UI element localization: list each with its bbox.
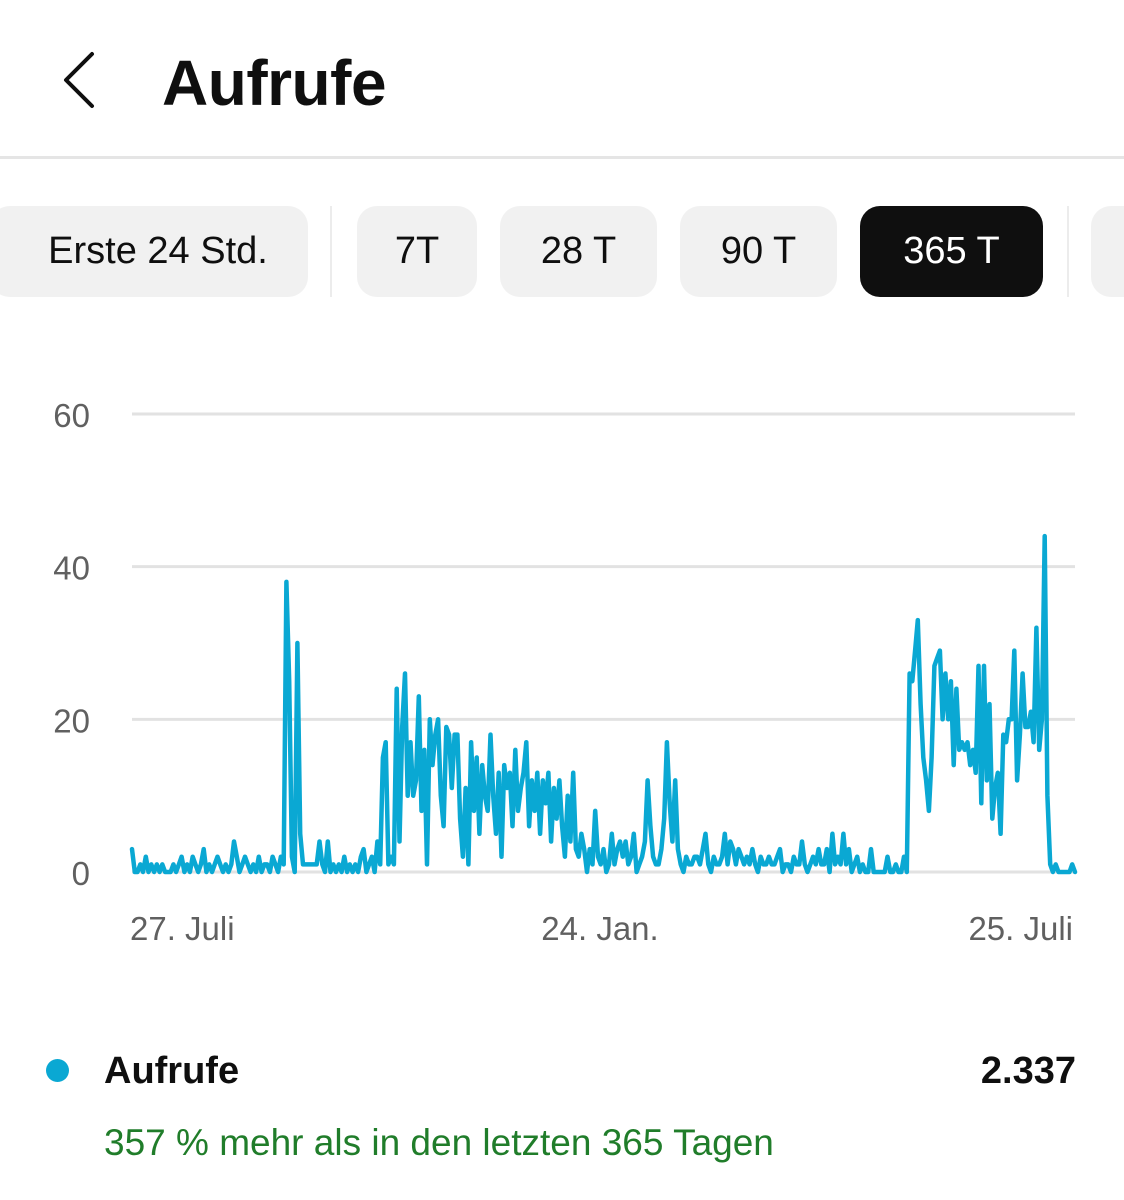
page-title: Aufrufe <box>162 47 387 119</box>
chip-divider <box>1067 206 1069 297</box>
views-line-chart: 0 20 40 60 27. Juli 24. Jan. 25. Juli <box>53 397 1078 947</box>
series-line-aufrufe <box>129 533 1078 875</box>
chip-first-24h[interactable]: Erste 24 Std. <box>0 206 308 297</box>
chip-more[interactable] <box>1091 206 1124 297</box>
y-tick-label: 20 <box>53 702 90 739</box>
chip-90-days[interactable]: 90 T <box>680 206 837 297</box>
chip-7-days[interactable]: 7T <box>357 206 477 297</box>
grid-lines <box>132 412 1075 874</box>
y-tick-label: 0 <box>72 855 90 892</box>
legend-dot <box>46 1059 69 1082</box>
y-tick-label: 40 <box>53 550 90 587</box>
total-views-value: 2.337 <box>980 1050 1076 1092</box>
x-tick-label: 27. Juli <box>130 910 235 947</box>
chevron-left-icon <box>64 52 94 108</box>
chip-365-days[interactable]: 365 T <box>860 206 1043 297</box>
chip-divider <box>330 206 332 297</box>
y-tick-label: 60 <box>53 397 90 434</box>
y-axis-labels: 0 20 40 60 <box>53 397 90 892</box>
chip-28-days[interactable]: 28 T <box>500 206 657 297</box>
legend-label: Aufrufe <box>104 1050 240 1092</box>
back-button[interactable] <box>40 40 120 120</box>
comparison-text: 357 % mehr als in den letzten 365 Tagen <box>104 1122 774 1163</box>
header: Aufrufe <box>0 0 1124 158</box>
header-divider <box>0 156 1124 159</box>
series-layer <box>129 533 1078 875</box>
x-tick-label: 25. Juli <box>968 910 1073 947</box>
x-axis-labels: 27. Juli 24. Jan. 25. Juli <box>130 910 1073 947</box>
x-tick-label: 24. Jan. <box>541 910 658 947</box>
